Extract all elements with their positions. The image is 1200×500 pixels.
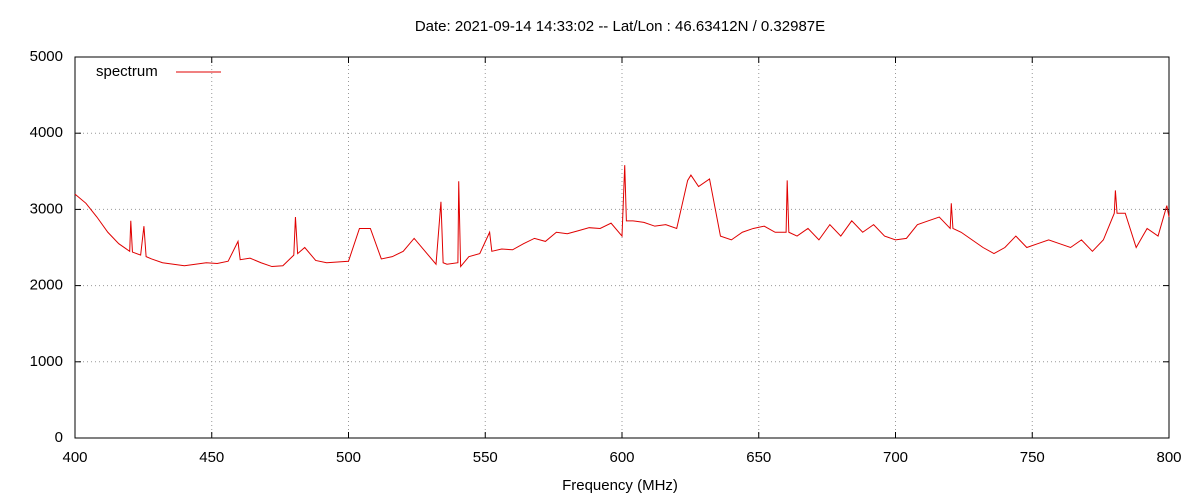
x-tick-label: 550: [473, 449, 498, 466]
y-tick-label: 5000: [30, 48, 63, 65]
y-tick-label: 3000: [30, 200, 63, 217]
x-tick-label: 450: [199, 449, 224, 466]
y-tick-label: 2000: [30, 277, 63, 294]
data-line: [74, 165, 1170, 268]
x-axis-label: Frequency (MHz): [562, 477, 678, 494]
x-tick-label: 650: [746, 449, 771, 466]
x-tick-label: 800: [1156, 449, 1181, 466]
chart-title: Date: 2021-09-14 14:33:02 -- Lat/Lon : 4…: [415, 18, 825, 35]
x-tick-label: 400: [62, 449, 87, 466]
x-tick-label: 500: [336, 449, 361, 466]
legend-label: spectrum: [96, 63, 158, 80]
y-tick-label: 4000: [30, 124, 63, 141]
x-tick-label: 750: [1020, 449, 1045, 466]
y-tick-label: 1000: [30, 353, 63, 370]
x-tick-label: 700: [883, 449, 908, 466]
x-tick-label: 600: [609, 449, 634, 466]
y-tick-label: 0: [55, 429, 63, 446]
